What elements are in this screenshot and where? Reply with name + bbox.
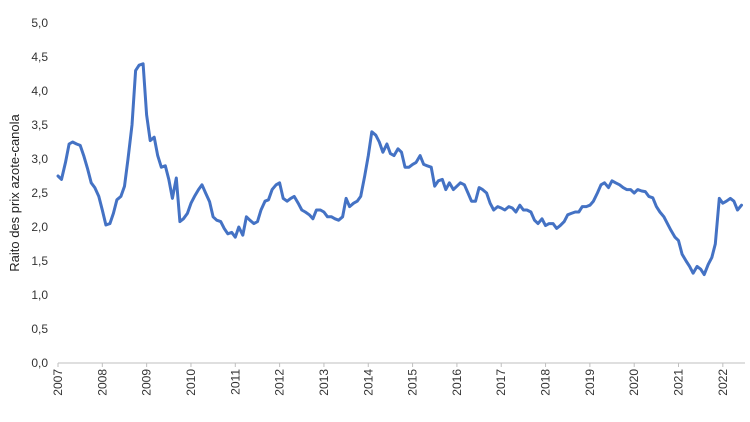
x-tick-label: 2017 <box>494 369 508 396</box>
x-tick-label: 2008 <box>95 369 109 396</box>
y-tick-label: 5,0 <box>31 16 48 30</box>
y-tick-label: 0,5 <box>31 322 48 336</box>
y-tick-label: 3,5 <box>31 118 48 132</box>
x-tick-labels: 2007 2008 2009 2010 2011 2012 2013 2014 2015 2016… <box>51 369 730 396</box>
y-tick-label: 1,5 <box>31 254 48 268</box>
x-tick-label: 2013 <box>317 369 331 396</box>
series-group <box>56 62 743 277</box>
series-line <box>56 62 743 277</box>
x-tick-label: 2016 <box>450 369 464 396</box>
x-tick-marks <box>57 363 724 367</box>
y-tick-label: 2,0 <box>31 220 48 234</box>
y-tick-label: 4,0 <box>31 84 48 98</box>
x-tick-label: 2018 <box>539 369 553 396</box>
x-tick-label: 2022 <box>716 369 730 396</box>
x-tick-label: 2019 <box>583 369 597 396</box>
y-axis-title: Raito des prix azote-canola <box>7 113 22 271</box>
x-tick-label: 2015 <box>406 369 420 396</box>
x-tick-label: 2011 <box>228 369 242 395</box>
y-tick-labels: 0,0 0,5 1,0 1,5 2,0 2,5 3,0 3,5 4,0 4,5 5,0 <box>31 16 48 370</box>
y-tick-label: 0,0 <box>31 356 48 370</box>
y-tick-label: 4,5 <box>31 50 48 64</box>
y-tick-label: 3,0 <box>31 152 48 166</box>
x-tick-label: 2010 <box>184 369 198 396</box>
y-axis-title-group: Raito des prix azote-canola <box>7 113 22 271</box>
x-tick-label: 2021 <box>672 369 686 396</box>
y-tick-label: 2,5 <box>31 186 48 200</box>
x-tick-label: 2014 <box>361 369 375 396</box>
x-tick-label: 2020 <box>627 369 641 396</box>
x-tick-label: 2012 <box>273 369 287 396</box>
y-tick-label: 1,0 <box>31 288 48 302</box>
x-tick-label: 2007 <box>51 369 65 396</box>
x-tick-label: 2009 <box>140 369 154 396</box>
